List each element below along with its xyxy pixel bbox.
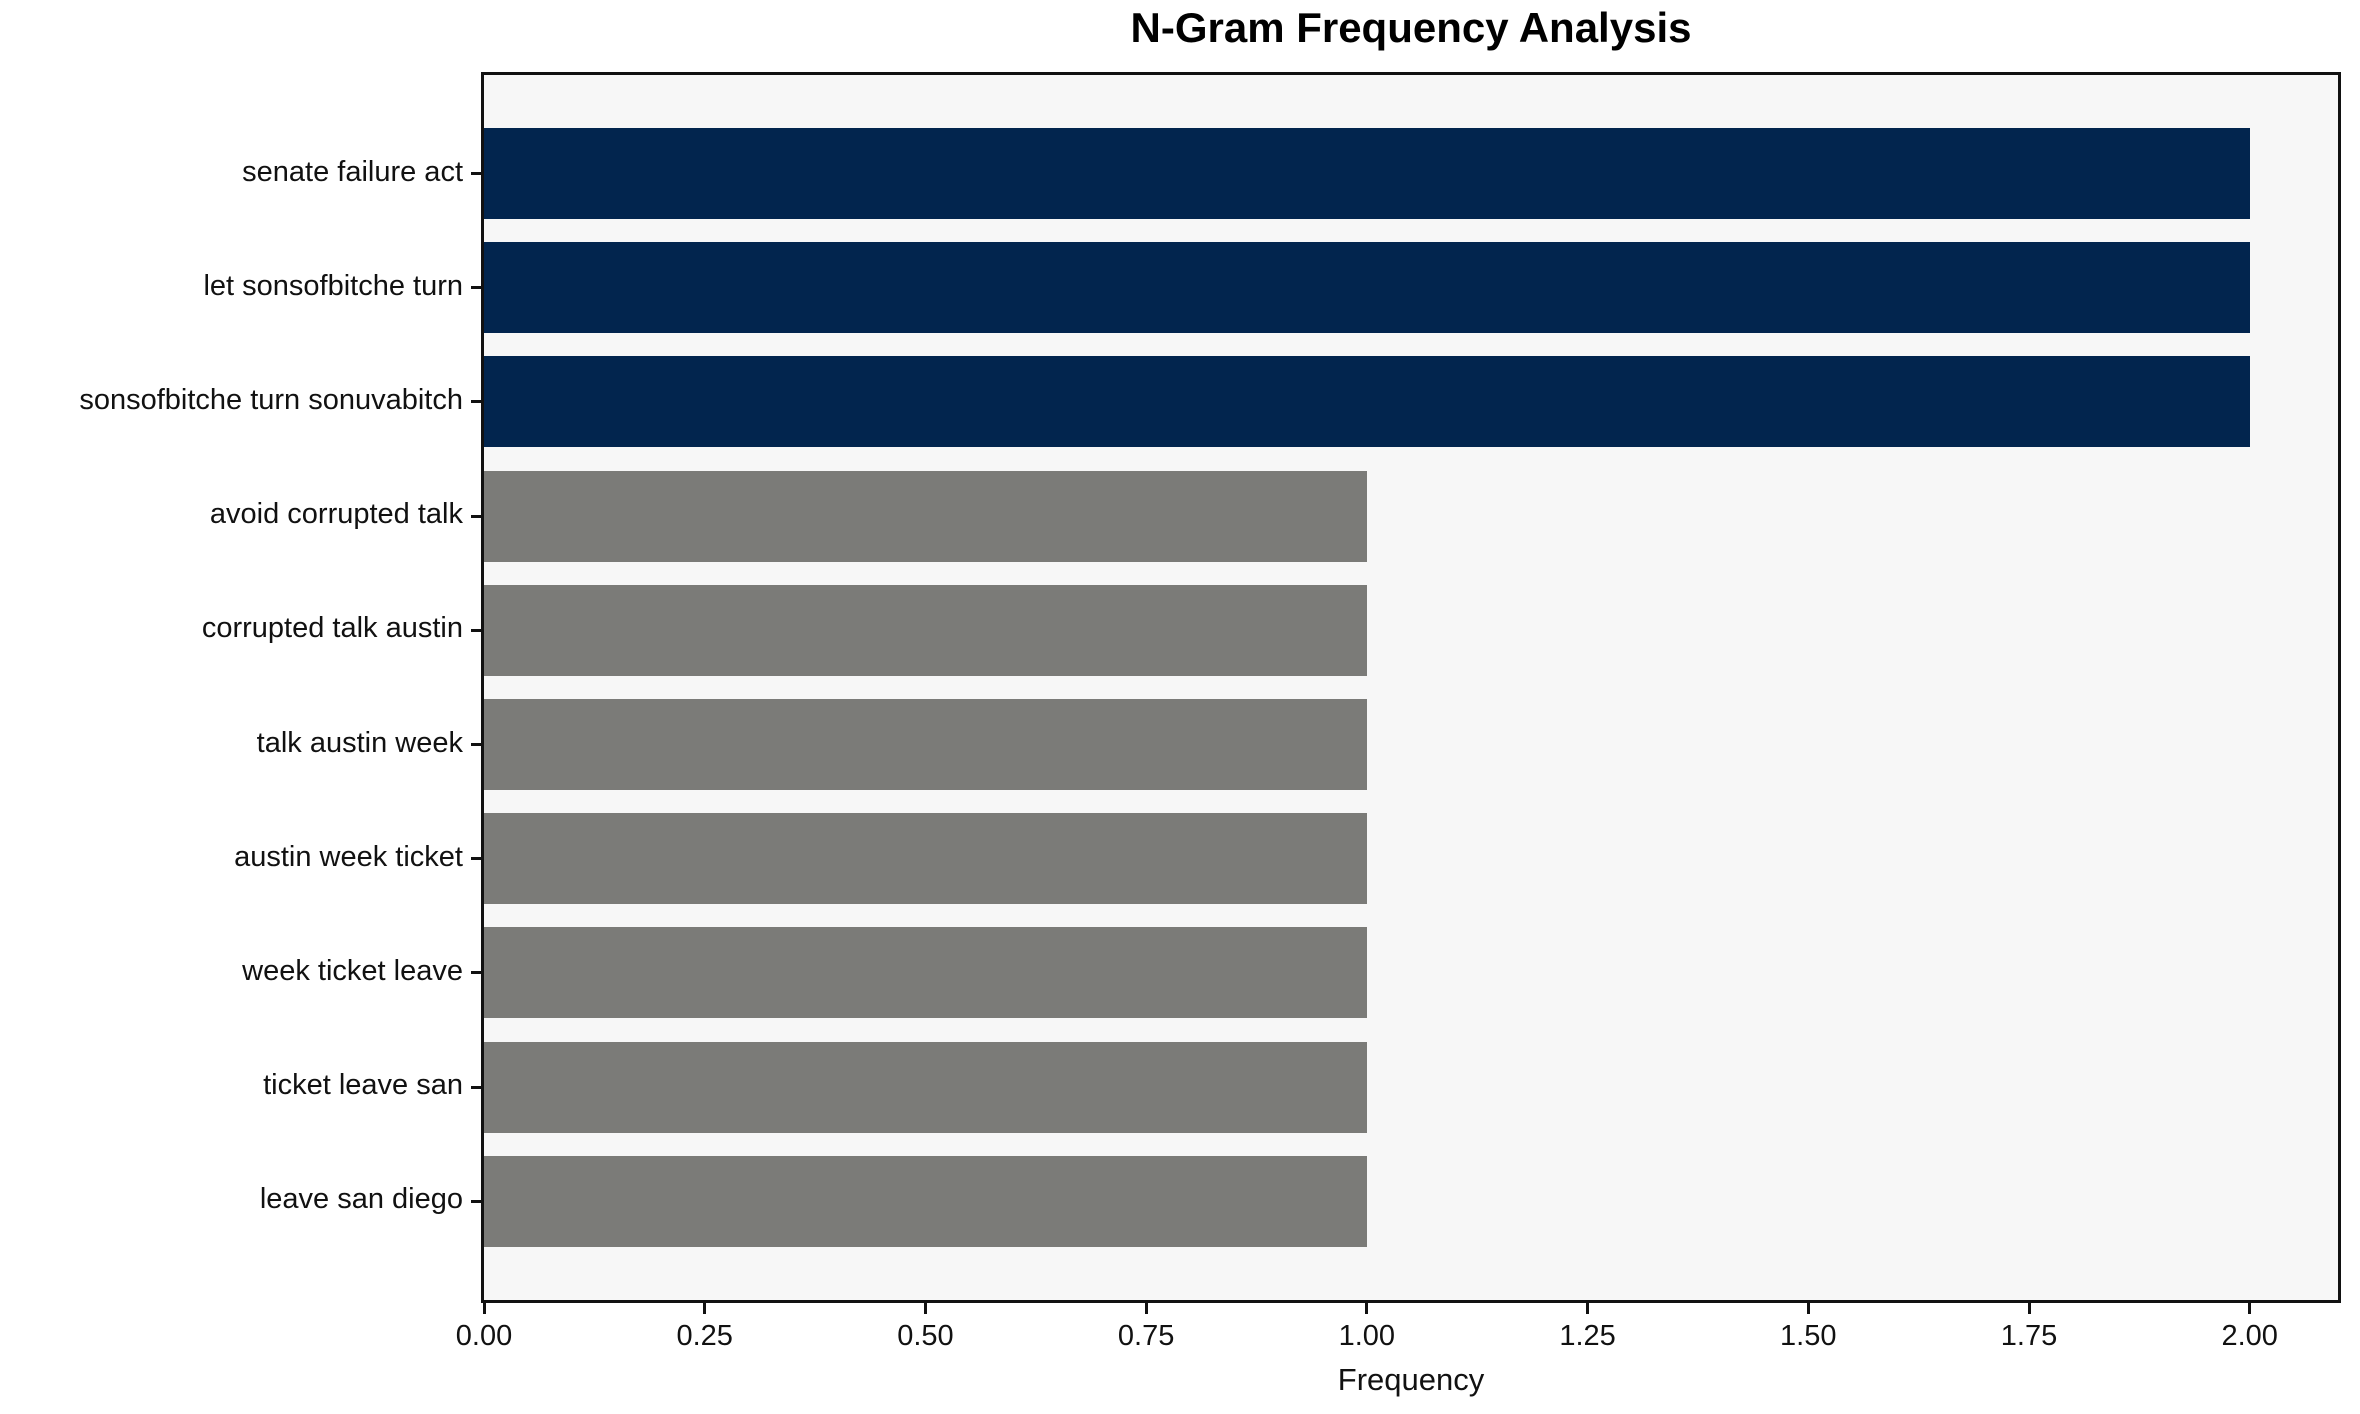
y-tick-mark	[471, 628, 481, 632]
x-tick-mark	[2027, 1303, 2031, 1314]
x-tick-label: 1.25	[1559, 1320, 1616, 1352]
y-tick-label: sonsofbitche turn sonuvabitch	[79, 383, 463, 416]
y-tick-label: week ticket leave	[242, 954, 463, 987]
bar-talk-austin-week	[484, 699, 1367, 790]
y-tick-label: senate failure act	[242, 155, 463, 188]
y-tick-mark	[471, 857, 481, 861]
bar-sonsofbitche-turn-sonuvabitch	[484, 356, 2250, 448]
x-tick-mark	[703, 1303, 707, 1314]
y-tick-mark	[471, 1199, 481, 1203]
y-tick-label: avoid corrupted talk	[209, 498, 463, 531]
x-tick-label: 0.00	[455, 1320, 513, 1352]
x-tick-mark	[923, 1303, 927, 1314]
bar-week-ticket-leave	[484, 927, 1367, 1019]
bar-corrupted-talk-austin	[484, 584, 1367, 676]
x-tick-label: 1.00	[1338, 1320, 1396, 1352]
x-tick-mark	[482, 1303, 486, 1314]
y-tick-label: let sonsofbitche turn	[203, 269, 463, 302]
bar-senate-failure-act	[484, 128, 2250, 219]
x-tick-label: 1.50	[1780, 1320, 1837, 1352]
x-tick-mark	[1586, 1303, 1590, 1314]
y-tick-label: corrupted talk austin	[201, 612, 463, 645]
y-tick-label: austin week ticket	[234, 840, 463, 873]
x-tick-mark	[1365, 1303, 1369, 1314]
y-tick-label: ticket leave san	[263, 1069, 463, 1102]
y-tick-mark	[471, 514, 481, 518]
x-tick-label: 0.25	[676, 1320, 733, 1352]
x-tick-mark	[1806, 1303, 1810, 1314]
x-tick-label: 1.75	[2000, 1320, 2058, 1352]
y-tick-mark	[471, 172, 481, 175]
bar-avoid-corrupted-talk	[484, 470, 1367, 562]
x-tick-label: 0.75	[1117, 1320, 1175, 1352]
x-tick-label: 0.50	[897, 1320, 954, 1352]
y-tick-label: talk austin week	[256, 726, 463, 759]
bar-austin-week-ticket	[484, 813, 1367, 905]
x-tick-label: 2.00	[2221, 1320, 2278, 1352]
chart-title: N-Gram Frequency Analysis	[1130, 4, 1692, 51]
x-tick-mark	[2248, 1303, 2252, 1314]
y-tick-mark	[471, 743, 481, 746]
x-axis-label: Frequency	[1337, 1362, 1485, 1397]
bar-ticket-leave-san	[484, 1041, 1367, 1133]
bar-leave-san-diego	[484, 1155, 1367, 1247]
y-tick-mark	[471, 286, 481, 290]
y-tick-mark	[471, 971, 481, 975]
bar-let-sonsofbitche-turn	[484, 242, 2250, 334]
y-tick-mark	[471, 1085, 481, 1089]
y-tick-label: leave san diego	[259, 1183, 463, 1216]
y-tick-mark	[471, 400, 481, 404]
plot-area	[481, 72, 2341, 1303]
x-tick-mark	[1144, 1303, 1148, 1314]
